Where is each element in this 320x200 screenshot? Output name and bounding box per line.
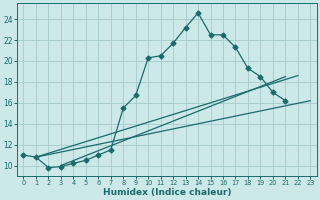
X-axis label: Humidex (Indice chaleur): Humidex (Indice chaleur) (103, 188, 231, 197)
